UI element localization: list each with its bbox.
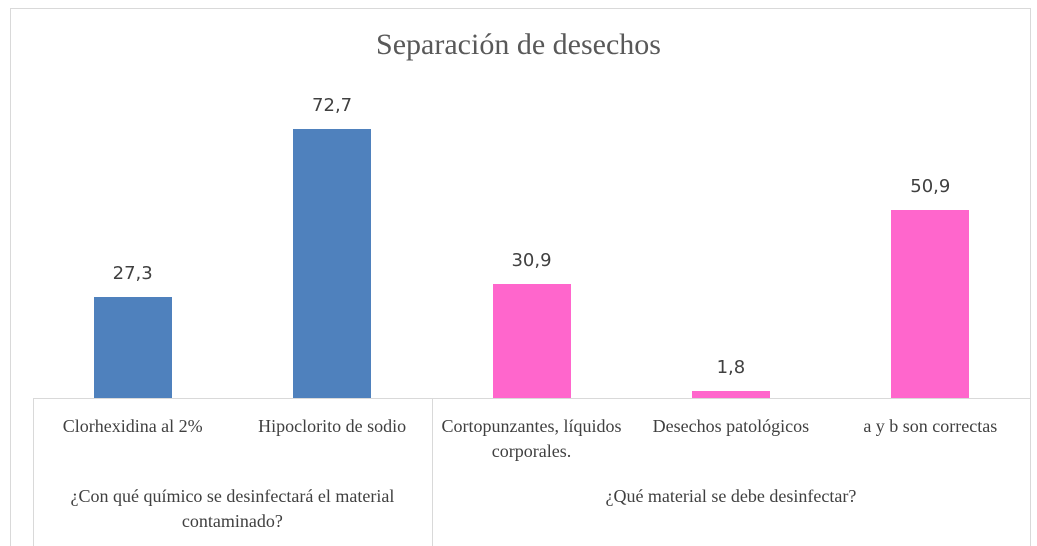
group-separator: [431, 398, 433, 546]
chart-title: Separación de desechos: [376, 28, 661, 61]
chart-border: [10, 8, 1031, 546]
category-label: Clorhexidina al 2%: [62, 416, 203, 436]
data-label: 50,9: [910, 175, 951, 197]
group-separator: [33, 398, 34, 546]
group-label: ¿Con qué químico se desinfectará el mate…: [70, 486, 395, 531]
category-label: a y b son correctas: [863, 416, 998, 436]
bar: [293, 129, 372, 398]
category-label: Desechos patológicos: [652, 416, 810, 436]
group-label: ¿Qué material se debe desinfectar?: [605, 486, 857, 506]
bar: [891, 209, 970, 398]
data-label: 1,8: [716, 357, 746, 379]
bar: [691, 391, 770, 398]
axis-line: [33, 398, 1030, 399]
bar: [492, 283, 571, 398]
group-separator: [1030, 398, 1031, 546]
data-label: 30,9: [511, 249, 552, 271]
category-label: Cortopunzantes, líquidos corporales.: [441, 416, 622, 461]
data-label: 72,7: [312, 95, 353, 116]
category-label: Hipoclorito de sodio: [258, 416, 407, 436]
data-label: 27,3: [112, 262, 153, 284]
bar: [93, 296, 172, 398]
